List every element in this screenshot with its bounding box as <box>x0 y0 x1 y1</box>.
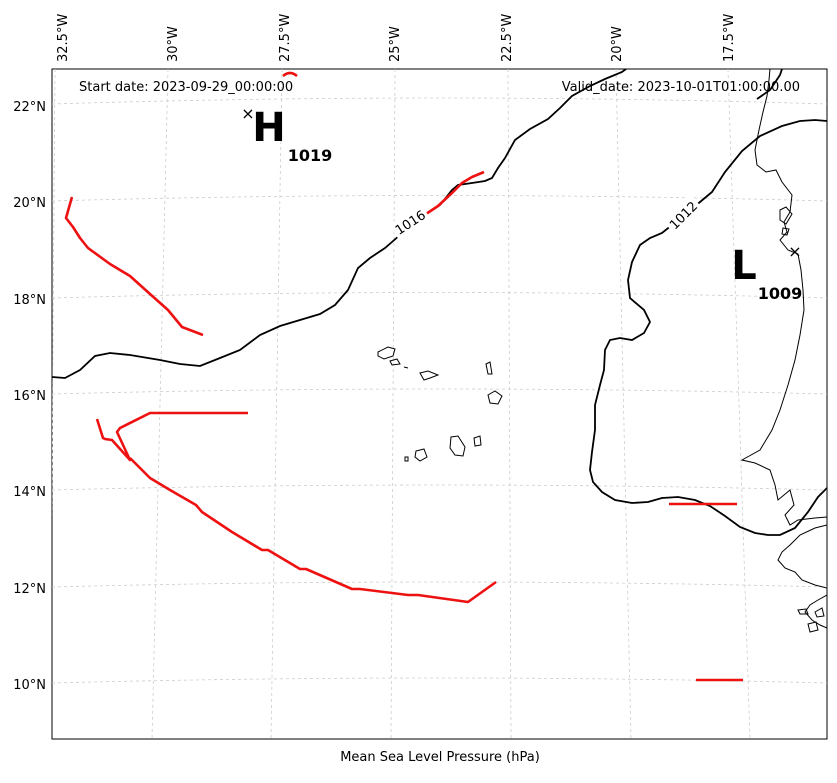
low-pressure-value: 1009 <box>758 284 803 303</box>
island-santo-antao <box>377 346 396 360</box>
meridian-27-5w <box>270 69 283 739</box>
africa-coast-south <box>777 524 827 589</box>
lat-label: 14°N <box>13 485 46 500</box>
meridian-22-5w <box>507 69 512 739</box>
lat-label: 20°N <box>13 196 46 211</box>
lon-label: 20°W <box>610 26 625 62</box>
island-boa-vista <box>487 390 503 405</box>
parallel-22n <box>52 97 827 105</box>
contour-label-mask <box>389 204 431 240</box>
lon-label: 22.5°W <box>500 14 515 62</box>
meridian-30w <box>151 69 169 739</box>
longitude-labels: 32.5°W 30°W 27.5°W 25°W 22.5°W 20°W 17.5… <box>56 14 737 62</box>
front-west-upper <box>64 196 204 337</box>
coastal-islet <box>779 206 793 225</box>
lat-label: 10°N <box>13 678 46 693</box>
island-brava <box>404 456 409 462</box>
coastal-islet <box>781 227 790 236</box>
valid-date-label: Valid_date: 2023-10-01T01:00:00.00 <box>562 80 800 95</box>
coastal-islet <box>814 607 825 618</box>
parallel-10n <box>52 677 827 684</box>
low-center-marker: × <box>788 242 801 261</box>
lon-label: 32.5°W <box>56 14 71 62</box>
meridian-25w <box>390 69 396 739</box>
parallel-18n <box>52 292 827 299</box>
fronts <box>64 71 743 682</box>
lat-label: 22°N <box>13 100 46 115</box>
lon-label: 25°W <box>388 26 403 62</box>
parallel-12n <box>52 581 827 588</box>
low-pressure-center: × L 1009 <box>731 242 802 303</box>
island-sao-nicolau <box>419 370 440 381</box>
africa-coast-far <box>804 594 827 629</box>
high-symbol: H <box>252 105 285 151</box>
coastline <box>740 69 827 633</box>
island-santa-luzia <box>403 366 409 369</box>
parallel-16n <box>52 388 827 395</box>
island-maio <box>473 435 482 447</box>
low-symbol: L <box>731 243 757 289</box>
coastal-islet <box>807 621 819 633</box>
isobar-1012 <box>589 69 827 536</box>
parallel-20n <box>52 195 827 202</box>
coastal-islet <box>797 608 809 615</box>
island-sal <box>485 361 493 375</box>
contour-label-mask <box>663 195 703 235</box>
island-fogo <box>414 448 428 462</box>
africa-coast <box>740 69 827 526</box>
lat-label: 12°N <box>13 582 46 597</box>
island-sao-vicente <box>389 358 401 366</box>
start-date-label: Start date: 2023-09-29_00:00:00 <box>79 80 293 95</box>
lon-label: 17.5°W <box>722 14 737 62</box>
lat-label: 16°N <box>13 389 46 404</box>
high-center-marker: × <box>241 104 254 123</box>
map-caption: Mean Sea Level Pressure (hPa) <box>340 750 540 765</box>
high-pressure-value: 1019 <box>288 146 333 165</box>
lon-label: 30°W <box>166 26 181 62</box>
high-pressure-center: × H 1019 <box>241 104 332 165</box>
front-top-fragment <box>282 71 298 78</box>
island-santiago <box>449 435 466 457</box>
isobar-1016 <box>52 69 627 379</box>
lon-label: 27.5°W <box>278 14 293 62</box>
front-west-lower <box>95 411 248 462</box>
isobars <box>52 69 827 536</box>
map-frame <box>51 68 828 740</box>
parallel-14n <box>52 484 827 491</box>
graticule <box>52 69 827 739</box>
meridian-17-5w <box>727 69 751 739</box>
lat-label: 18°N <box>13 293 46 308</box>
latitude-labels: 22°N 20°N 18°N 16°N 14°N 12°N 10°N <box>13 100 46 693</box>
cape-verde-islands <box>377 346 503 462</box>
front-south-long <box>129 457 497 604</box>
meridian-20w <box>615 69 632 739</box>
